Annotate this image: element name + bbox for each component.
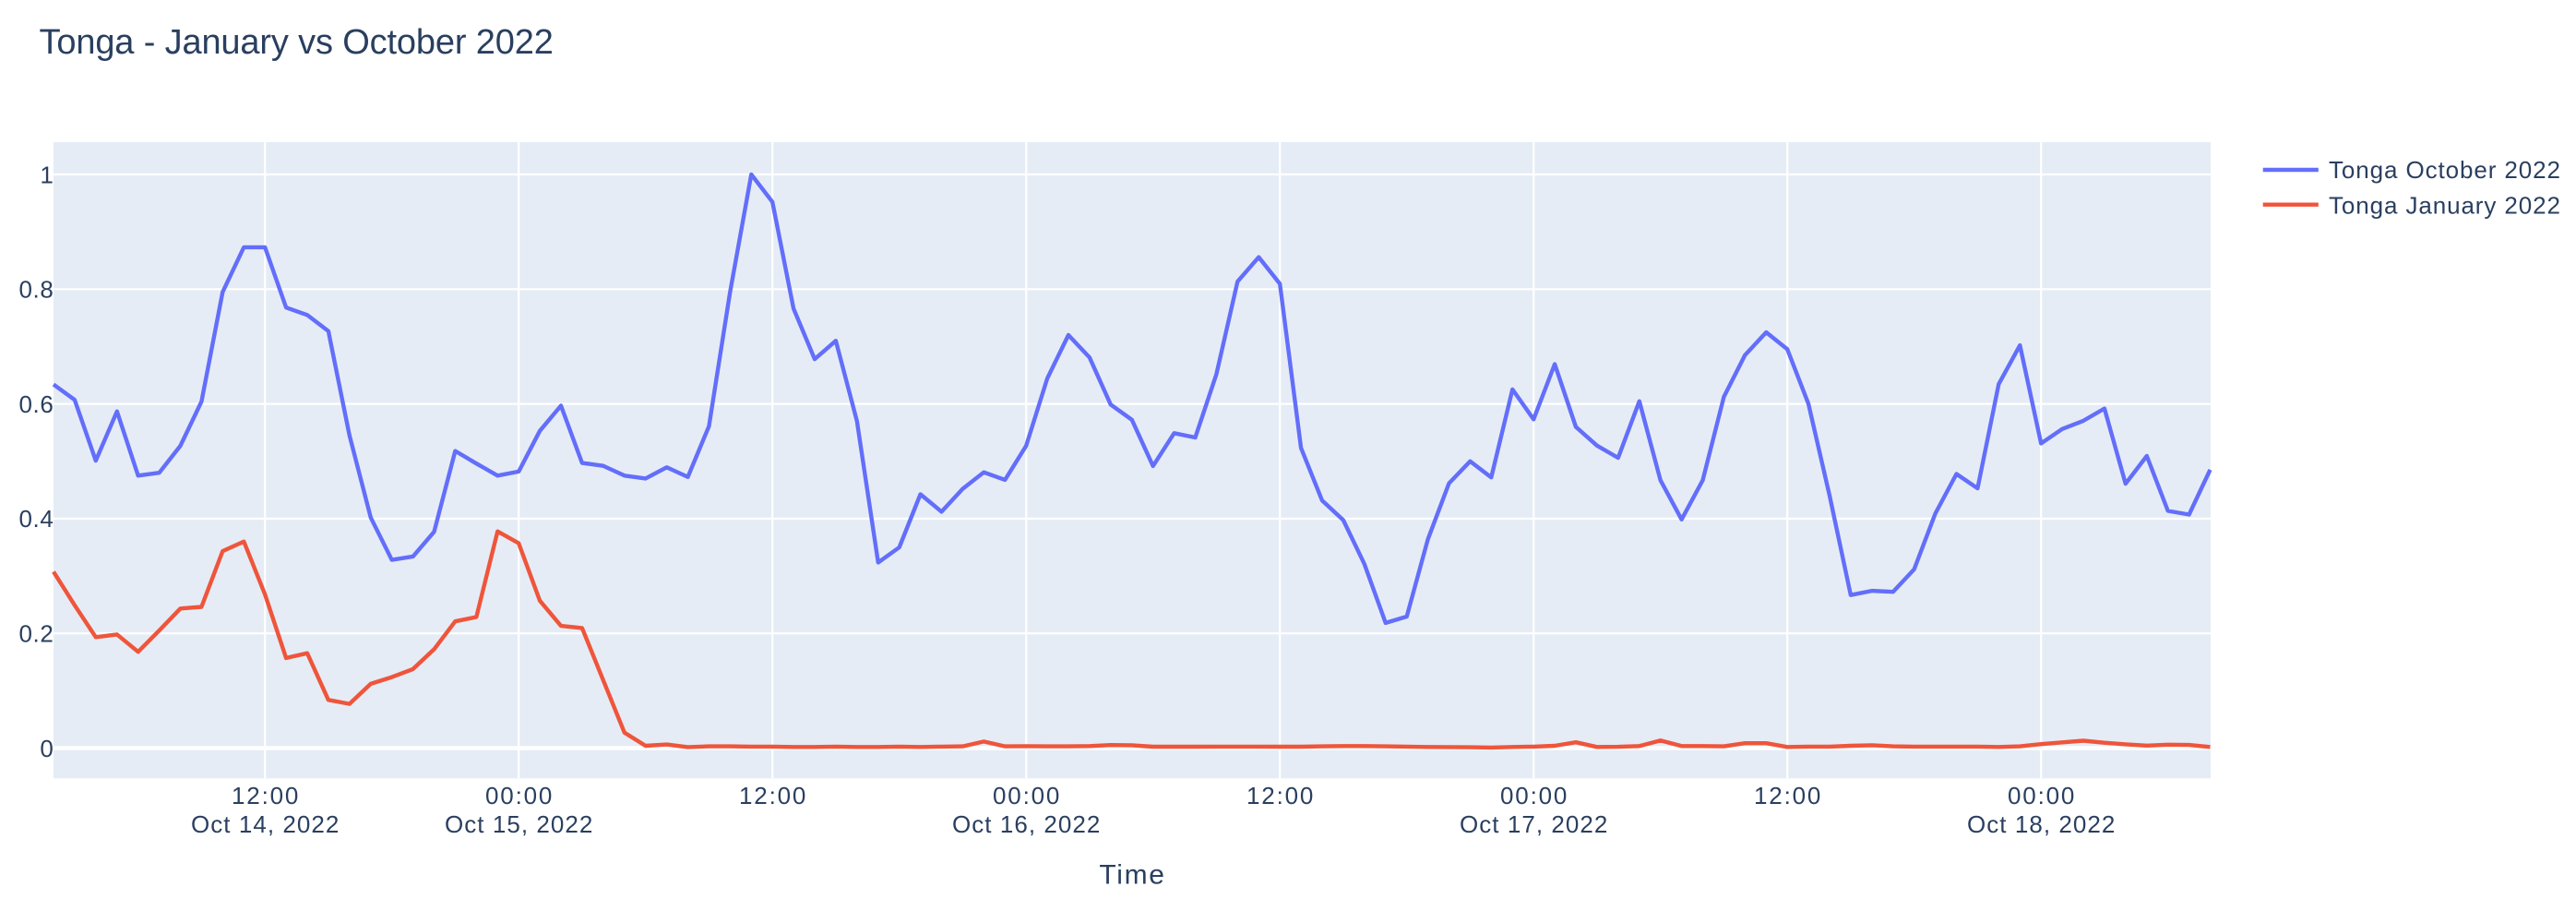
svg-text:Oct 17, 2022: Oct 17, 2022: [1460, 810, 1608, 838]
svg-text:00:00: 00:00: [2008, 782, 2076, 809]
svg-text:Oct 15, 2022: Oct 15, 2022: [445, 810, 593, 838]
svg-text:0.2: 0.2: [18, 620, 54, 648]
svg-text:12:00: 12:00: [232, 782, 300, 809]
svg-text:12:00: 12:00: [1754, 782, 1822, 809]
svg-text:Oct 14, 2022: Oct 14, 2022: [191, 810, 340, 838]
svg-text:Oct 16, 2022: Oct 16, 2022: [952, 810, 1101, 838]
svg-text:12:00: 12:00: [739, 782, 807, 809]
svg-text:00:00: 00:00: [993, 782, 1061, 809]
svg-text:00:00: 00:00: [1500, 782, 1568, 809]
svg-text:Tonga October 2022: Tonga October 2022: [2329, 156, 2561, 184]
svg-text:0.4: 0.4: [18, 505, 54, 533]
svg-text:0.6: 0.6: [18, 390, 54, 418]
svg-text:00:00: 00:00: [485, 782, 554, 809]
svg-text:Tonga January 2022: Tonga January 2022: [2329, 192, 2561, 220]
svg-text:Time: Time: [1099, 859, 1165, 890]
svg-text:Tonga - January vs October 202: Tonga - January vs October 2022: [40, 23, 554, 62]
svg-text:1: 1: [40, 161, 54, 188]
svg-text:0: 0: [40, 735, 54, 762]
svg-text:0.8: 0.8: [18, 276, 54, 304]
svg-text:Oct 18, 2022: Oct 18, 2022: [1967, 810, 2116, 838]
svg-text:12:00: 12:00: [1246, 782, 1315, 809]
